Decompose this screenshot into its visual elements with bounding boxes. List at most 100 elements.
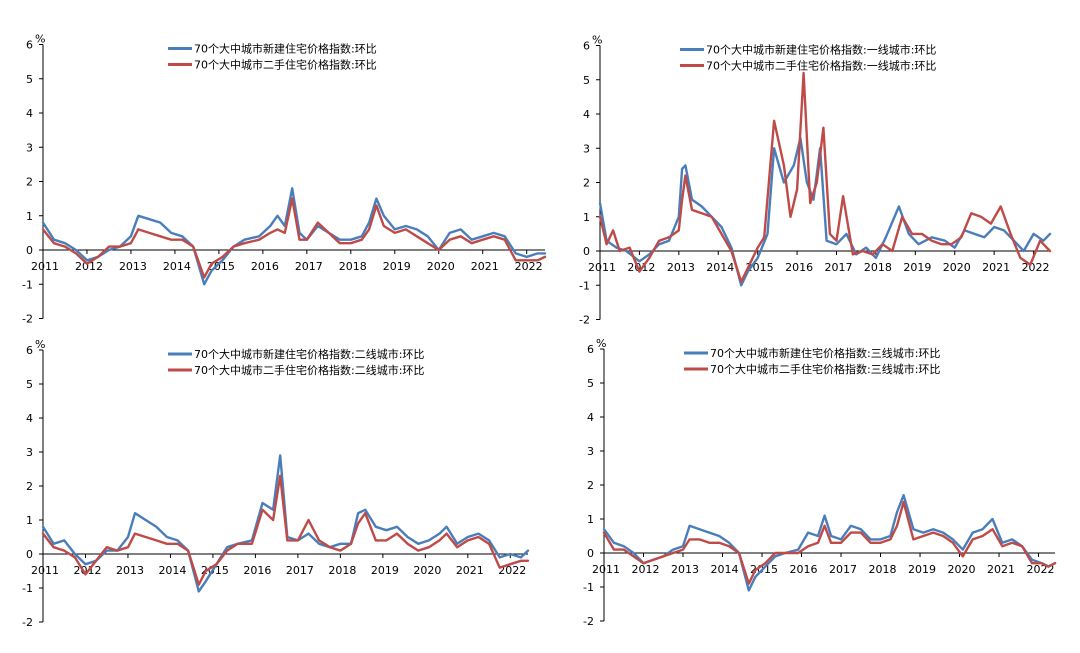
y-tick-label: 0 xyxy=(26,548,33,561)
y-tick-label: 0 xyxy=(587,547,594,560)
y-tick-label: 5 xyxy=(587,377,594,390)
y-unit-label: % xyxy=(35,338,45,351)
y-tick-label: -2 xyxy=(22,616,33,629)
y-tick-label: 2 xyxy=(587,479,594,492)
x-tick-label: 2019 xyxy=(371,564,399,577)
x-tick-label: 2014 xyxy=(163,260,191,273)
x-tick-label: 2022 xyxy=(515,260,543,273)
y-tick-label: 4 xyxy=(26,412,33,425)
y-tick-label: 3 xyxy=(26,141,33,154)
y-tick-label: -2 xyxy=(22,313,33,326)
y-tick-label: 4 xyxy=(26,107,33,120)
x-tick-label: 2017 xyxy=(824,261,852,274)
y-tick-label: 4 xyxy=(587,411,594,424)
y-tick-label: 5 xyxy=(583,74,590,87)
x-tick-label: 2019 xyxy=(908,563,936,576)
x-tick-label: 2018 xyxy=(328,564,356,577)
legend-label: 70个大中城市新建住宅价格指数:三线城市:环比 xyxy=(710,346,940,360)
series-line-second-hand xyxy=(41,474,530,586)
x-tick-label: 2020 xyxy=(943,261,971,274)
x-tick-label: 2011 xyxy=(31,260,59,273)
y-unit-label: % xyxy=(592,34,602,47)
series-line-second-hand xyxy=(602,500,1057,585)
legend-label: 70个大中城市新建住宅价格指数:二线城市:环比 xyxy=(194,347,424,361)
y-tick-label: 6 xyxy=(26,39,33,52)
x-tick-label: 2017 xyxy=(829,563,857,576)
x-tick-label: 2018 xyxy=(864,261,892,274)
y-tick-label: -1 xyxy=(22,278,33,291)
y-tick-label: 1 xyxy=(26,514,33,527)
x-tick-label: 2020 xyxy=(948,563,976,576)
x-tick-label: 2017 xyxy=(286,564,314,577)
x-tick-label: 2016 xyxy=(243,564,271,577)
x-tick-label: 2019 xyxy=(903,261,931,274)
x-tick-label: 2014 xyxy=(711,563,739,576)
legend-label: 70个大中城市新建住宅价格指数:一线城市:环比 xyxy=(706,43,936,57)
x-tick-label: 2021 xyxy=(987,563,1015,576)
y-tick-label: 4 xyxy=(583,108,590,121)
y-unit-label: % xyxy=(35,33,45,46)
y-tick-label: 1 xyxy=(587,513,594,526)
x-tick-label: 2020 xyxy=(413,564,441,577)
x-tick-label: 2013 xyxy=(671,563,699,576)
x-tick-label: 2021 xyxy=(471,260,499,273)
series-line-new xyxy=(602,494,1057,592)
y-tick-label: 2 xyxy=(26,480,33,493)
x-tick-label: 2021 xyxy=(982,261,1010,274)
x-tick-label: 2018 xyxy=(339,260,367,273)
x-tick-label: 2014 xyxy=(158,564,186,577)
y-tick-label: 1 xyxy=(583,211,590,224)
y-tick-label: -1 xyxy=(583,581,594,594)
y-unit-label: % xyxy=(596,337,606,350)
x-tick-label: 2020 xyxy=(427,260,455,273)
y-tick-label: 1 xyxy=(26,210,33,223)
y-tick-label: 5 xyxy=(26,378,33,391)
x-tick-label: 2011 xyxy=(31,564,59,577)
y-tick-label: 3 xyxy=(587,445,594,458)
y-tick-label: 6 xyxy=(26,344,33,357)
x-tick-label: 2013 xyxy=(667,261,695,274)
y-tick-label: 2 xyxy=(583,177,590,190)
x-tick-label: 2016 xyxy=(785,261,813,274)
x-tick-label: 2016 xyxy=(251,260,279,273)
y-tick-label: -2 xyxy=(583,615,594,628)
y-tick-label: 3 xyxy=(26,446,33,459)
x-tick-label: 2012 xyxy=(632,563,660,576)
y-tick-label: 2 xyxy=(26,176,33,189)
y-tick-label: 3 xyxy=(583,142,590,155)
series-line-second-hand xyxy=(598,71,1052,283)
x-tick-label: 2018 xyxy=(869,563,897,576)
x-tick-label: 2017 xyxy=(295,260,323,273)
x-tick-label: 2013 xyxy=(119,260,147,273)
y-tick-label: -1 xyxy=(22,582,33,595)
y-tick-label: 0 xyxy=(583,245,590,258)
y-tick-label: 5 xyxy=(26,73,33,86)
y-tick-label: -1 xyxy=(579,279,590,292)
y-tick-label: 6 xyxy=(587,343,594,356)
x-tick-label: 2012 xyxy=(75,260,103,273)
y-tick-label: 0 xyxy=(26,244,33,257)
x-tick-label: 2019 xyxy=(383,260,411,273)
series-line-second-hand xyxy=(41,197,547,279)
series-line-new xyxy=(41,187,547,286)
x-tick-label: 2015 xyxy=(201,564,229,577)
x-tick-label: 2011 xyxy=(588,261,616,274)
legend-label: 70个大中城市新建住宅价格指数:环比 xyxy=(194,42,377,56)
x-tick-label: 2013 xyxy=(116,564,144,577)
legend-label: 70个大中城市二手住宅价格指数:环比 xyxy=(194,58,377,72)
x-tick-label: 2016 xyxy=(790,563,818,576)
legend-label: 70个大中城市二手住宅价格指数:一线城市:环比 xyxy=(706,59,936,73)
x-tick-label: 2011 xyxy=(592,563,620,576)
y-tick-label: -2 xyxy=(579,314,590,327)
x-tick-label: 2022 xyxy=(498,564,526,577)
x-tick-label: 2014 xyxy=(706,261,734,274)
x-tick-label: 2021 xyxy=(456,564,484,577)
y-tick-label: 6 xyxy=(583,40,590,53)
legend-label: 70个大中城市二手住宅价格指数:二线城市:环比 xyxy=(194,363,424,377)
legend-label: 70个大中城市二手住宅价格指数:三线城市:环比 xyxy=(710,362,940,376)
